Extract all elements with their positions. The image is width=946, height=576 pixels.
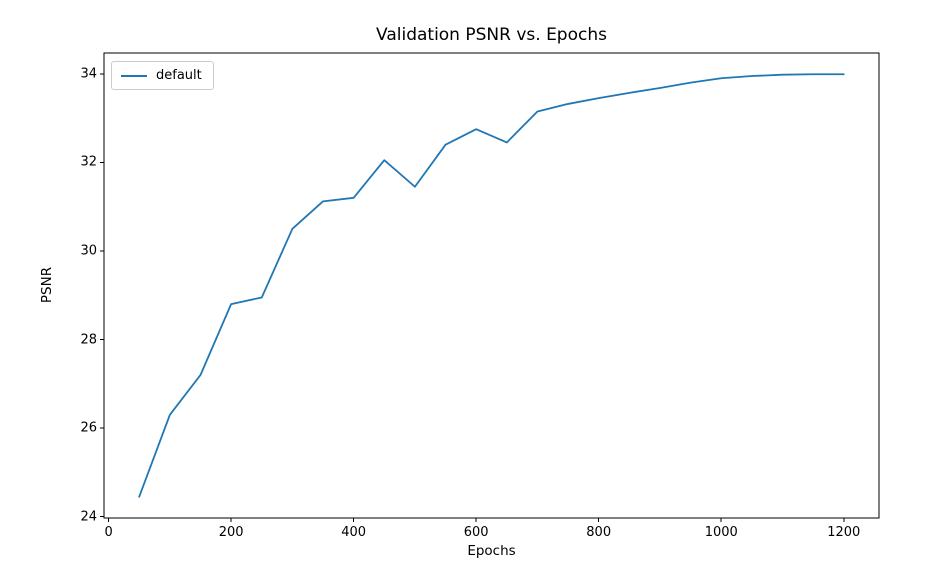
y-tick-label: 32 [80, 154, 97, 170]
x-tick-label: 400 [341, 525, 367, 540]
y-tick-label: 24 [80, 509, 97, 525]
legend-line-sample-icon [121, 74, 147, 77]
y-tick-label: 28 [80, 332, 97, 348]
plot-border [103, 52, 880, 519]
x-tick-label: 800 [586, 525, 612, 540]
y-tick-label: 30 [80, 243, 97, 259]
legend: default [111, 61, 214, 90]
x-tick-label: 600 [463, 525, 489, 540]
x-tick-label: 1200 [827, 525, 861, 540]
legend-label: default [156, 68, 202, 83]
chart-title: Validation PSNR vs. Epochs [376, 25, 607, 45]
x-tick-label: 200 [218, 525, 244, 540]
y-tick-label: 26 [80, 420, 97, 436]
psnr-line [138, 73, 845, 498]
y-axis-label: PSNR [39, 266, 55, 304]
x-axis-label: Epochs [467, 543, 516, 559]
x-tick-label: 1000 [704, 525, 738, 540]
y-tick-label: 34 [80, 66, 97, 82]
x-tick-label: 0 [104, 525, 113, 540]
